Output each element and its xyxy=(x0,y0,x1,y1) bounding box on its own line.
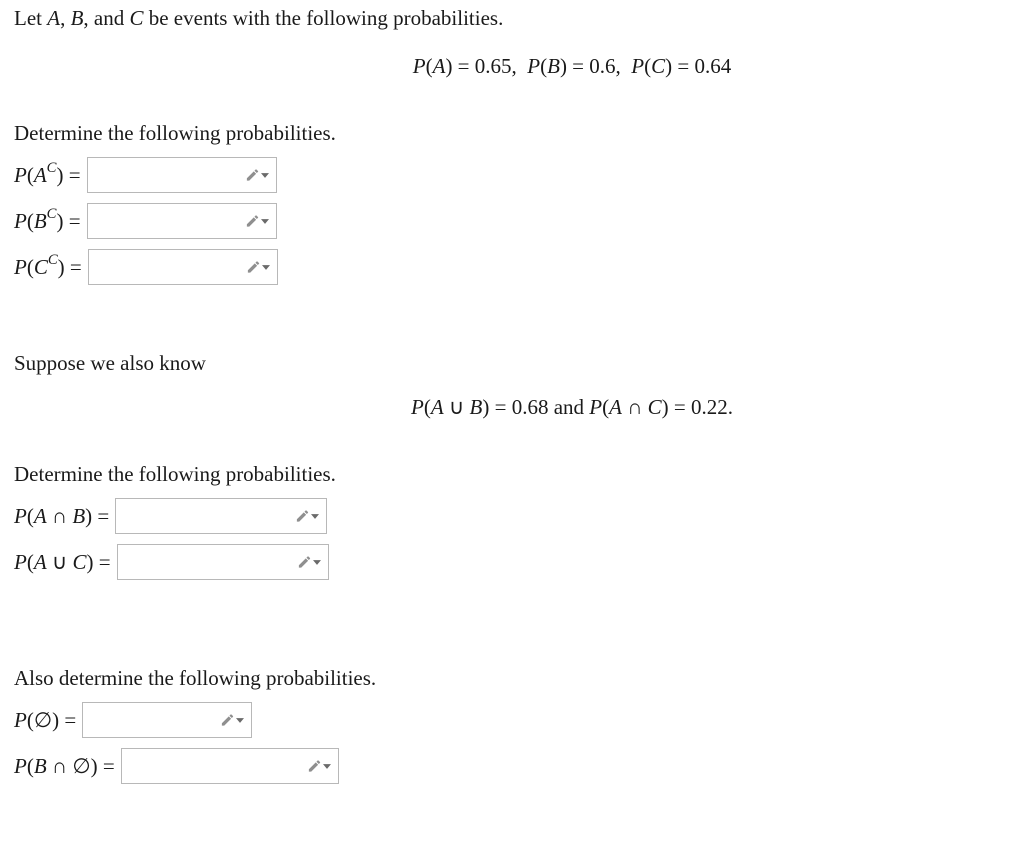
edit-icon[interactable] xyxy=(307,759,331,774)
edit-icon[interactable] xyxy=(246,260,270,275)
edit-icon[interactable] xyxy=(295,509,319,524)
label-pac: P(AC) = xyxy=(14,161,81,189)
section2-heading: Determine the following probabilities. xyxy=(14,460,1010,488)
edit-icon[interactable] xyxy=(245,214,269,229)
question-row-pbempty: P(B ∩ ∅) = xyxy=(14,748,1010,784)
given-probabilities-1: P(A) = 0.65, P(B) = 0.6, P(C) = 0.64 xyxy=(134,46,1010,98)
suppose-heading: Suppose we also know xyxy=(14,349,1010,377)
intro-text: Let A, B, and C be events with the follo… xyxy=(14,4,1010,32)
input-wrap-pauc xyxy=(117,544,329,580)
question-row-pab: P(A ∩ B) = xyxy=(14,498,1010,534)
input-wrap-pbc xyxy=(87,203,277,239)
question-row-pac: P(AC) = xyxy=(14,157,1010,193)
edit-icon[interactable] xyxy=(220,713,244,728)
input-wrap-pempty xyxy=(82,702,252,738)
input-wrap-pab xyxy=(115,498,327,534)
question-row-pbc: P(BC) = xyxy=(14,203,1010,239)
label-pempty: P(∅) = xyxy=(14,706,76,734)
edit-icon[interactable] xyxy=(297,555,321,570)
edit-icon[interactable] xyxy=(245,168,269,183)
label-pauc: P(A ∪ C) = xyxy=(14,548,111,576)
question-row-pempty: P(∅) = xyxy=(14,702,1010,738)
input-wrap-pac xyxy=(87,157,277,193)
label-pbempty: P(B ∩ ∅) = xyxy=(14,752,115,780)
label-pcc: P(CC) = xyxy=(14,253,82,281)
section1-heading: Determine the following probabilities. xyxy=(14,119,1010,147)
input-wrap-pbempty xyxy=(121,748,339,784)
label-pab: P(A ∩ B) = xyxy=(14,502,109,530)
section3-heading: Also determine the following probabiliti… xyxy=(14,664,1010,692)
input-wrap-pcc xyxy=(88,249,278,285)
question-row-pauc: P(A ∪ C) = xyxy=(14,544,1010,580)
label-pbc: P(BC) = xyxy=(14,207,81,235)
question-row-pcc: P(CC) = xyxy=(14,249,1010,285)
given-probabilities-2: P(A ∪ B) = 0.68 and P(A ∩ C) = 0.22. xyxy=(134,387,1010,439)
